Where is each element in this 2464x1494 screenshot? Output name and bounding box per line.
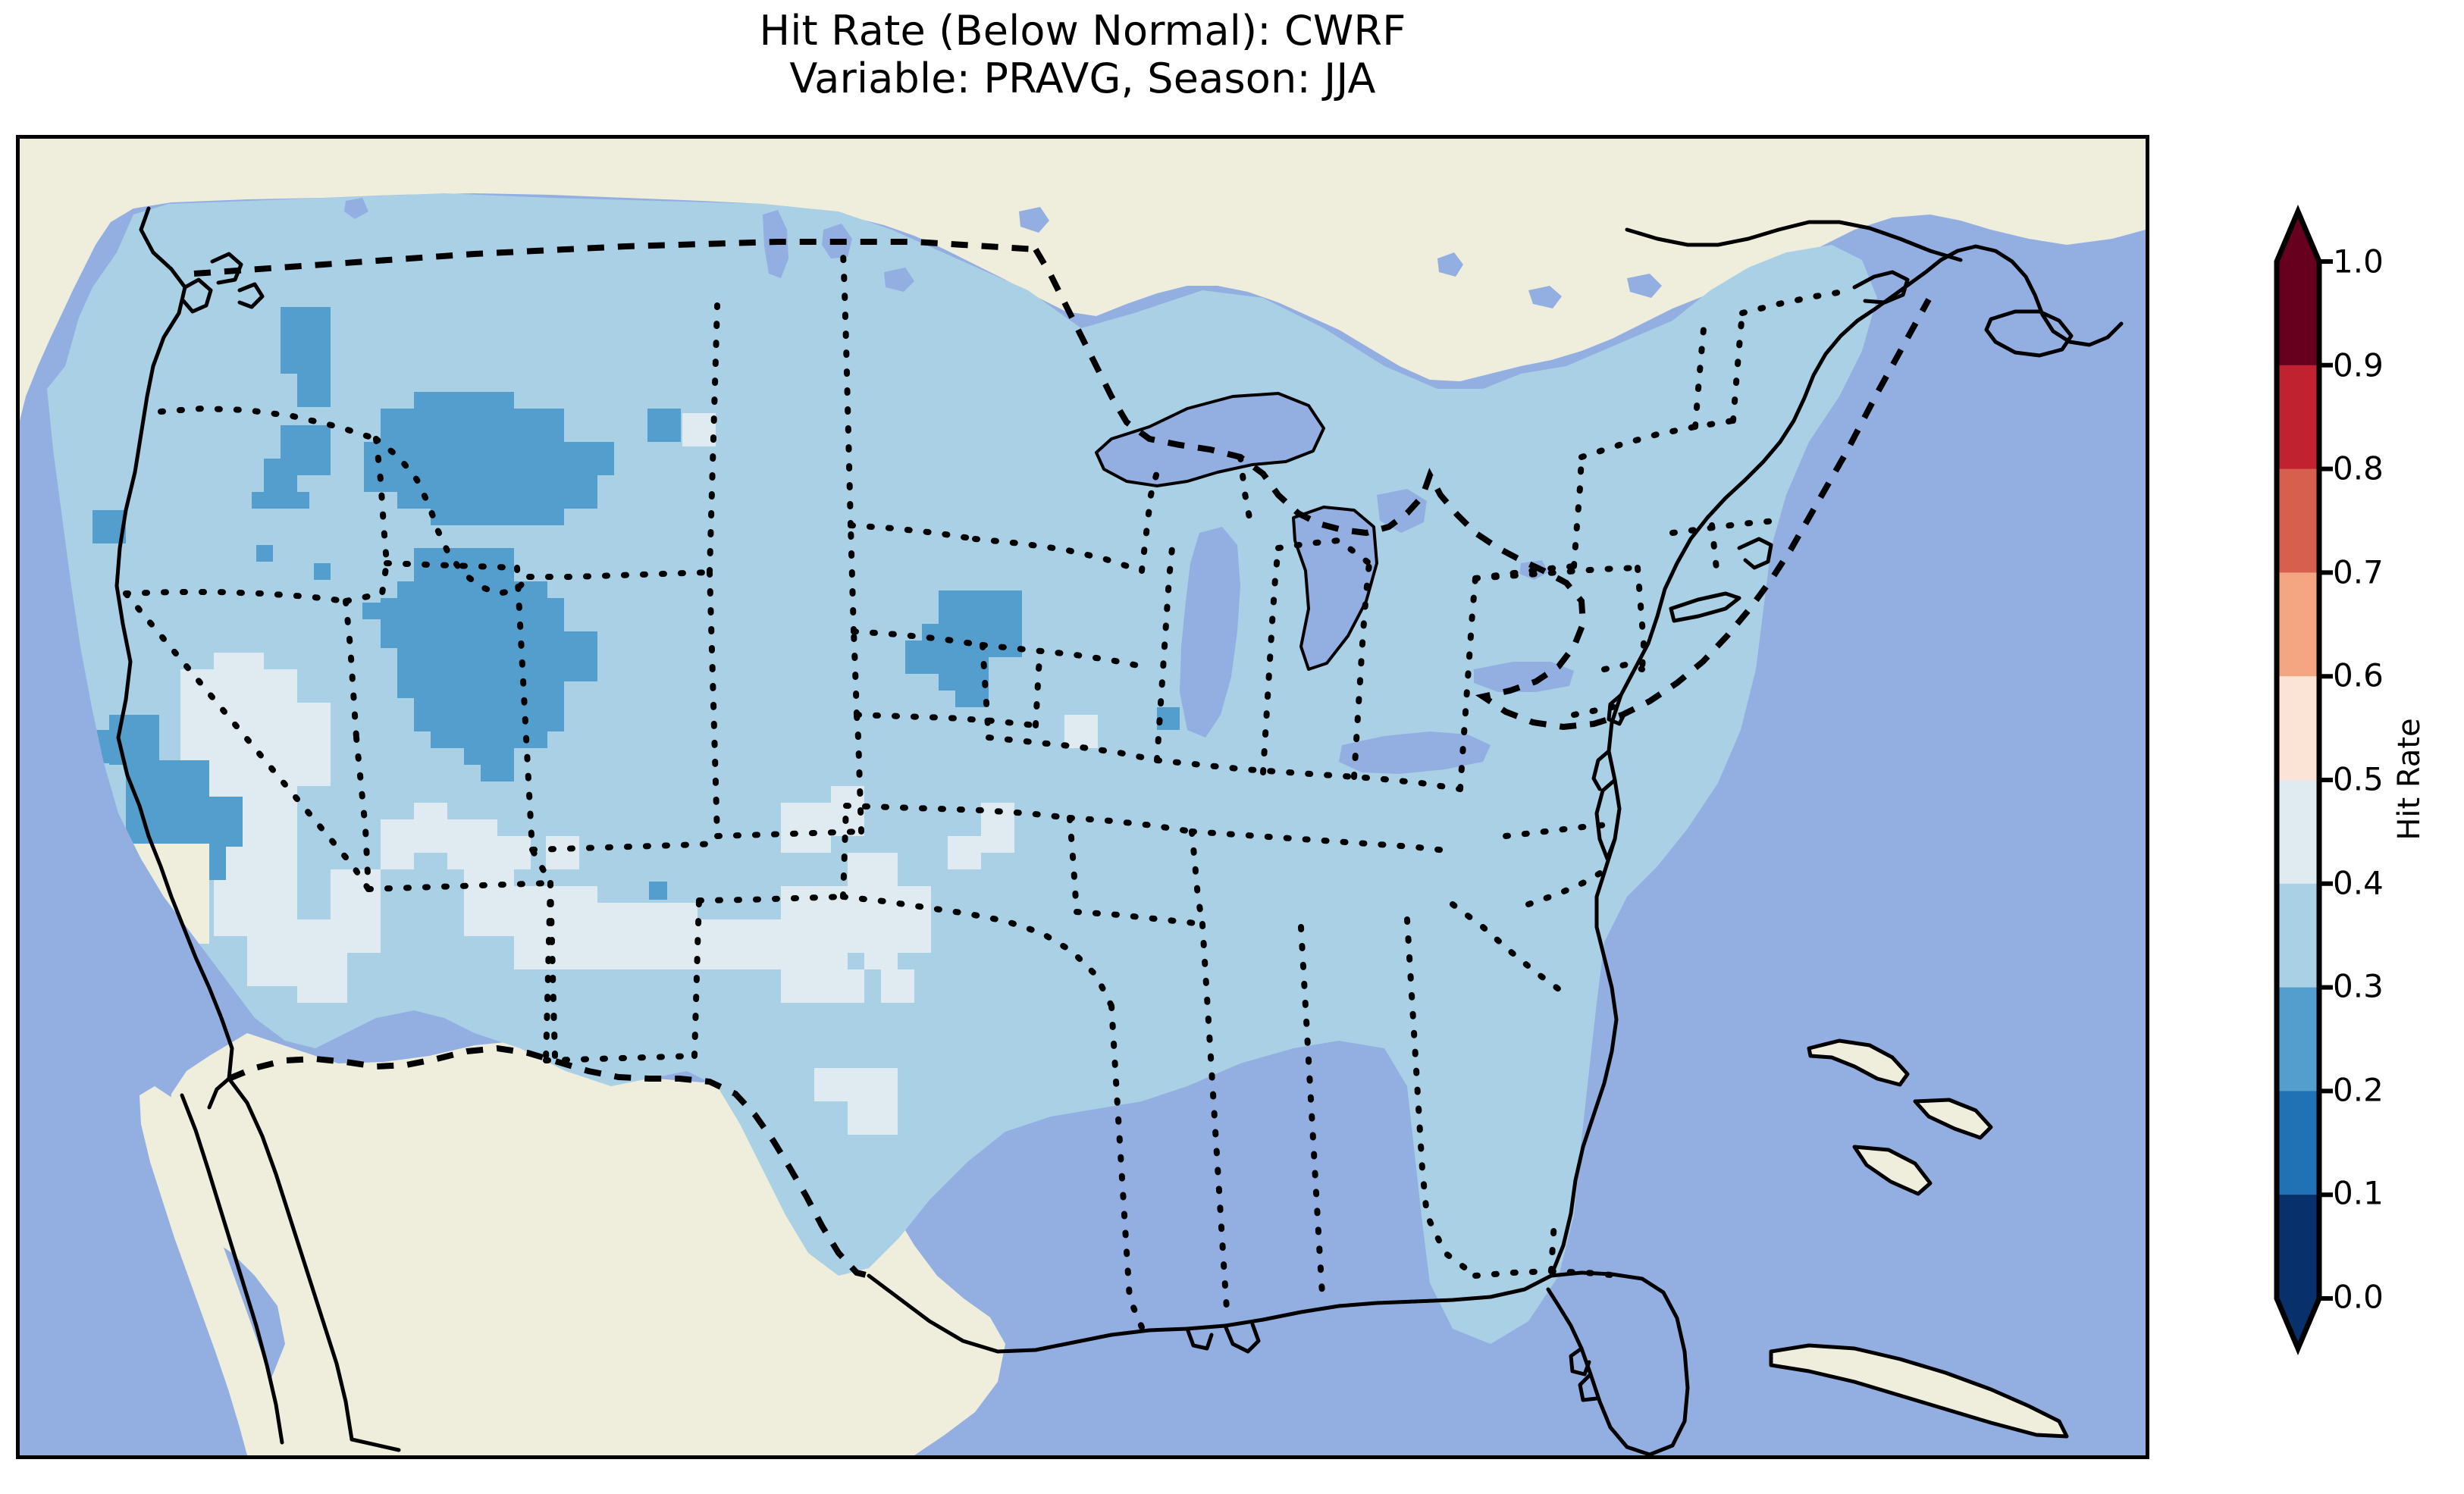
map-axes [16, 135, 2149, 1459]
colorbar-tick-label: 0.9 [2333, 346, 2384, 384]
colorbar-tick-label: 0.3 [2333, 967, 2384, 1005]
colorbar-tick-label: 0.2 [2333, 1071, 2384, 1109]
canada-landmass [20, 139, 2146, 421]
colorbar-gradient [2274, 205, 2333, 1355]
colorbar-tick-label: 1.0 [2333, 243, 2384, 280]
colorbar-band [2277, 572, 2319, 677]
colorbar-axis-label: Hit Rate [2392, 718, 2427, 841]
colorbar-band [2277, 883, 2319, 988]
colorbar-band [2277, 780, 2319, 885]
colorbar-band [2277, 987, 2319, 1092]
baja-peninsula [140, 1086, 287, 1455]
colorbar-tick-label: 0.5 [2333, 760, 2384, 798]
colorbar-band [2277, 262, 2319, 366]
map-canvas [20, 139, 2146, 1455]
colorbar-tick-label: 0.8 [2333, 449, 2384, 487]
colorbar-band [2277, 676, 2319, 781]
colorbar-tick-label: 0.7 [2333, 553, 2384, 591]
title-line-1: Hit Rate (Below Normal): CWRF [759, 7, 1406, 55]
page-title: Hit Rate (Below Normal): CWRF Variable: … [0, 7, 2165, 102]
colorbar-tick-label: 0.4 [2333, 864, 2384, 902]
coastlines [114, 206, 2124, 1455]
colorbar-tick-label: 0.6 [2333, 656, 2384, 694]
colorbar[interactable]: 1.0 0.9 0.8 0.7 0.6 0.5 0.4 0.3 0.2 0.1 0.0 [2274, 205, 2384, 1355]
conus-hit-rate-map [20, 139, 2146, 1455]
cuba-landmass [1771, 1345, 2067, 1436]
colorbar-over-arrow [2277, 211, 2319, 262]
colorbar-tick-label: 0.1 [2333, 1174, 2384, 1212]
state-borders [123, 249, 1854, 1330]
colorbar-under-arrow [2277, 1298, 2319, 1348]
colorbar-band [2277, 468, 2319, 573]
colorbar-band [2277, 1195, 2319, 1299]
colorbar-band [2277, 365, 2319, 470]
national-borders [193, 239, 1932, 1279]
colorbar-band [2277, 1091, 2319, 1195]
title-line-2: Variable: PRAVG, Season: JJA [789, 54, 1376, 102]
colorbar-tick-label: 0.0 [2333, 1278, 2384, 1316]
